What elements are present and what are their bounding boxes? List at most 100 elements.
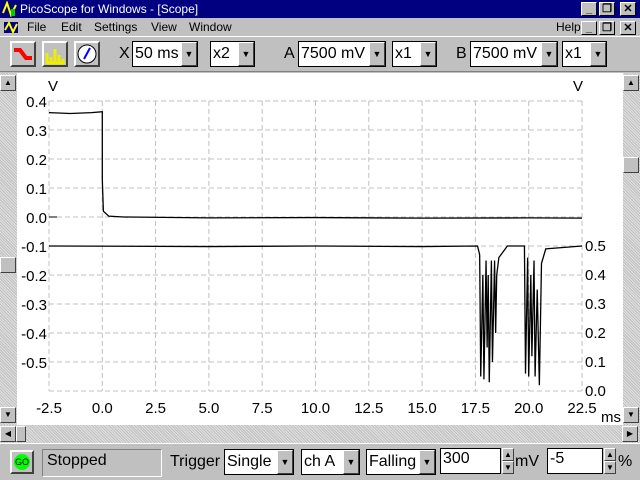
menu-view[interactable]: View xyxy=(151,20,177,34)
waveform-icon xyxy=(14,48,32,60)
scope-chart: V V ms -2.5 0.0 2.5 5.0 7.5 10.0 12.5 15.0 17.5 2… xyxy=(21,78,621,426)
x-multiplier-select[interactable]: x2 ▼ xyxy=(210,41,255,67)
level-down-icon[interactable]: ▼ xyxy=(502,461,514,474)
app-icon xyxy=(2,1,17,17)
doc-restore-button[interactable]: ❐ xyxy=(599,21,615,35)
left-tick-label: 0.1 xyxy=(26,181,47,198)
menu-window[interactable]: Window xyxy=(189,20,232,34)
left-axis-unit: V xyxy=(48,78,58,95)
channel-b-range-select[interactable]: 7500 mV ▼ xyxy=(470,41,558,67)
chevron-down-icon[interactable]: ▼ xyxy=(343,450,359,474)
menu-edit[interactable]: Edit xyxy=(61,20,82,34)
left-tick-label: -0.5 xyxy=(21,355,47,372)
x-tick-label: -2.5 xyxy=(36,400,62,417)
left-tick-label: -0.2 xyxy=(21,268,47,285)
scroll-left-icon[interactable]: ◀ xyxy=(0,426,16,442)
trigger-mode-select[interactable]: Single ▼ xyxy=(224,449,294,475)
minimize-button[interactable]: _ xyxy=(581,2,597,16)
pretrigger-input[interactable]: -5 xyxy=(547,448,603,474)
go-button[interactable]: GO xyxy=(10,450,34,474)
channel-a-multiplier-select[interactable]: x1 ▼ xyxy=(392,41,437,67)
left-tick-label: -0.1 xyxy=(21,239,47,256)
spectrum-mode-button[interactable] xyxy=(42,41,68,67)
status-bar: GO Stopped Trigger Single ▼ ch A ▼ Falling… xyxy=(0,443,640,480)
right-vertical-scrollbar[interactable]: ▲ ▼ xyxy=(623,73,640,425)
x-tick-label: 12.5 xyxy=(354,400,383,417)
horizontal-scrollbar[interactable]: ◀ ▶ xyxy=(0,425,640,443)
close-button[interactable]: ✕ xyxy=(620,2,636,16)
scope-mode-button[interactable] xyxy=(10,41,36,67)
right-axis-unit: V xyxy=(573,78,583,95)
channel-b-multiplier-value: x1 xyxy=(565,45,582,62)
right-tick-label: 0.1 xyxy=(585,354,606,371)
scroll-down-icon[interactable]: ▼ xyxy=(623,407,639,423)
scroll-up-icon[interactable]: ▲ xyxy=(0,75,16,91)
menu-settings[interactable]: Settings xyxy=(94,20,138,34)
trigger-channel-select[interactable]: ch A ▼ xyxy=(301,449,360,475)
title-bar: PicoScope for Windows - [Scope] _ ❐ ✕ xyxy=(0,0,640,18)
chevron-down-icon[interactable]: ▼ xyxy=(541,42,557,66)
right-tick-label: 0.4 xyxy=(585,267,606,284)
trigger-edge-select[interactable]: Falling ▼ xyxy=(366,449,436,475)
trace-channel-b xyxy=(48,245,583,386)
window-title: PicoScope for Windows - [Scope] xyxy=(20,2,199,16)
menu-file[interactable]: File xyxy=(27,20,47,34)
chevron-down-icon[interactable]: ▼ xyxy=(590,42,606,66)
timebase-select[interactable]: 50 ms ▼ xyxy=(132,41,198,67)
channel-a-range-select[interactable]: 7500 mV ▼ xyxy=(298,41,386,67)
x-label: X xyxy=(119,45,130,62)
scroll-down-icon[interactable]: ▼ xyxy=(0,407,16,423)
menu-bar: File Edit Settings View Window Help _ ❐ … xyxy=(0,18,640,36)
trigger-channel-value: ch A xyxy=(304,453,336,470)
chevron-down-icon[interactable]: ▼ xyxy=(420,42,436,66)
pretrigger-down-icon[interactable]: ▼ xyxy=(604,461,616,474)
left-tick-label: 0.0 xyxy=(26,210,47,227)
x-tick-label: 5.0 xyxy=(198,400,219,417)
timebase-value: 50 ms xyxy=(135,45,179,62)
right-tick-label: 0.2 xyxy=(585,325,606,342)
x-tick-label: 2.5 xyxy=(145,400,166,417)
channel-a-range-value: 7500 mV xyxy=(301,45,366,62)
meter-mode-button[interactable] xyxy=(74,41,100,67)
status-text: Stopped xyxy=(42,449,162,477)
pretrigger-unit: % xyxy=(618,453,633,470)
right-scroll-thumb[interactable] xyxy=(623,157,639,173)
pretrigger-up-icon[interactable]: ▲ xyxy=(604,448,616,461)
chevron-down-icon[interactable]: ▼ xyxy=(181,42,197,66)
channel-a-multiplier-value: x1 xyxy=(395,45,412,62)
level-up-icon[interactable]: ▲ xyxy=(502,448,514,461)
left-tick-label: 0.2 xyxy=(26,152,47,169)
doc-minimize-button[interactable]: _ xyxy=(581,21,597,35)
chevron-down-icon[interactable]: ▼ xyxy=(369,42,385,66)
right-tick-label: 0.5 xyxy=(585,238,606,255)
menu-help[interactable]: Help xyxy=(556,20,581,34)
a-label: A xyxy=(284,45,295,62)
left-vertical-scrollbar[interactable]: ▲ ▼ xyxy=(0,73,17,425)
scroll-up-icon[interactable]: ▲ xyxy=(623,75,639,91)
left-scroll-thumb[interactable] xyxy=(0,257,16,273)
x-tick-label: 17.5 xyxy=(461,400,490,417)
channel-b-multiplier-select[interactable]: x1 ▼ xyxy=(562,41,607,67)
left-tick-label: 0.4 xyxy=(26,94,47,111)
b-label: B xyxy=(456,45,467,62)
x-tick-label: 0.0 xyxy=(92,400,113,417)
doc-close-button[interactable]: ✕ xyxy=(620,21,636,35)
x-tick-label: 10.0 xyxy=(301,400,330,417)
toolbar: X 50 ms ▼ x2 ▼ A 7500 mV ▼ x1 ▼ B 7500 mV ▼ x… xyxy=(0,36,640,72)
scroll-right-icon[interactable]: ▶ xyxy=(622,426,638,442)
meter-icon xyxy=(77,44,97,64)
trigger-level-input[interactable]: 300 xyxy=(440,448,501,474)
left-tick-label: -0.4 xyxy=(21,326,47,343)
left-tick-label: 0.3 xyxy=(26,123,47,140)
x-tick-label: 7.5 xyxy=(252,400,273,417)
chevron-down-icon[interactable]: ▼ xyxy=(238,42,254,66)
chevron-down-icon[interactable]: ▼ xyxy=(419,450,435,474)
restore-button[interactable]: ❐ xyxy=(599,2,615,16)
scope-plot[interactable]: V V ms -2.5 0.0 2.5 5.0 7.5 10.0 12.5 15.0 17.5 2… xyxy=(17,73,623,426)
horizontal-scroll-thumb[interactable] xyxy=(16,426,26,442)
chevron-down-icon[interactable]: ▼ xyxy=(277,450,293,474)
spectrum-icon xyxy=(45,49,65,65)
channel-b-range-value: 7500 mV xyxy=(473,45,538,62)
x-tick-label: 15.0 xyxy=(407,400,436,417)
left-tick-label: -0.3 xyxy=(21,297,47,314)
